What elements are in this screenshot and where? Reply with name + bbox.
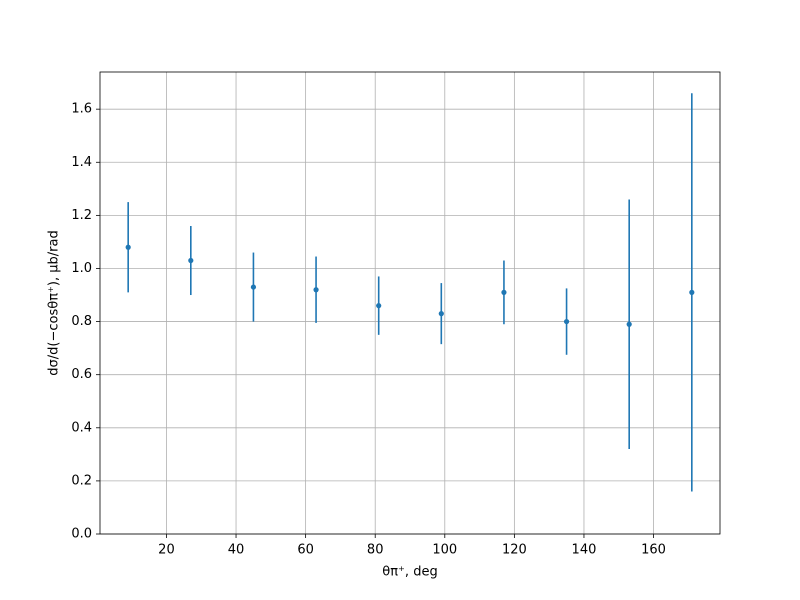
y-tick-label: 0.4 — [71, 420, 92, 435]
data-point — [376, 303, 382, 309]
x-tick-label: 160 — [641, 543, 666, 558]
x-tick-label: 120 — [502, 543, 527, 558]
y-tick-label: 0.2 — [71, 473, 92, 488]
y-tick-label: 0.8 — [71, 314, 92, 329]
data-point — [689, 289, 695, 295]
x-tick-label: 100 — [432, 543, 457, 558]
x-tick-label: 140 — [572, 543, 597, 558]
data-point — [438, 311, 444, 317]
y-tick-label: 1.6 — [71, 102, 92, 117]
data-point — [250, 284, 257, 290]
y-axis-label: dσ/d(−cosθπ⁺), μb/rad — [47, 230, 62, 375]
x-tick-label: 80 — [367, 543, 384, 558]
y-tick-label: 1.0 — [71, 261, 92, 276]
data-point — [125, 244, 131, 250]
x-tick-label: 60 — [297, 543, 314, 558]
data-point — [188, 257, 194, 264]
data-point — [626, 321, 632, 327]
x-axis-label: θπ⁺, deg — [382, 565, 437, 580]
data-point — [563, 318, 570, 325]
plot-frame — [99, 71, 721, 535]
data-point — [313, 287, 319, 293]
x-tick-label: 40 — [228, 543, 245, 558]
y-tick-label: 0.0 — [71, 527, 92, 542]
y-tick-label: 0.6 — [71, 367, 92, 382]
y-tick-label: 1.4 — [71, 155, 92, 170]
y-tick-label: 1.2 — [71, 208, 92, 223]
x-tick-label: 20 — [158, 543, 175, 558]
data-point — [501, 289, 507, 295]
